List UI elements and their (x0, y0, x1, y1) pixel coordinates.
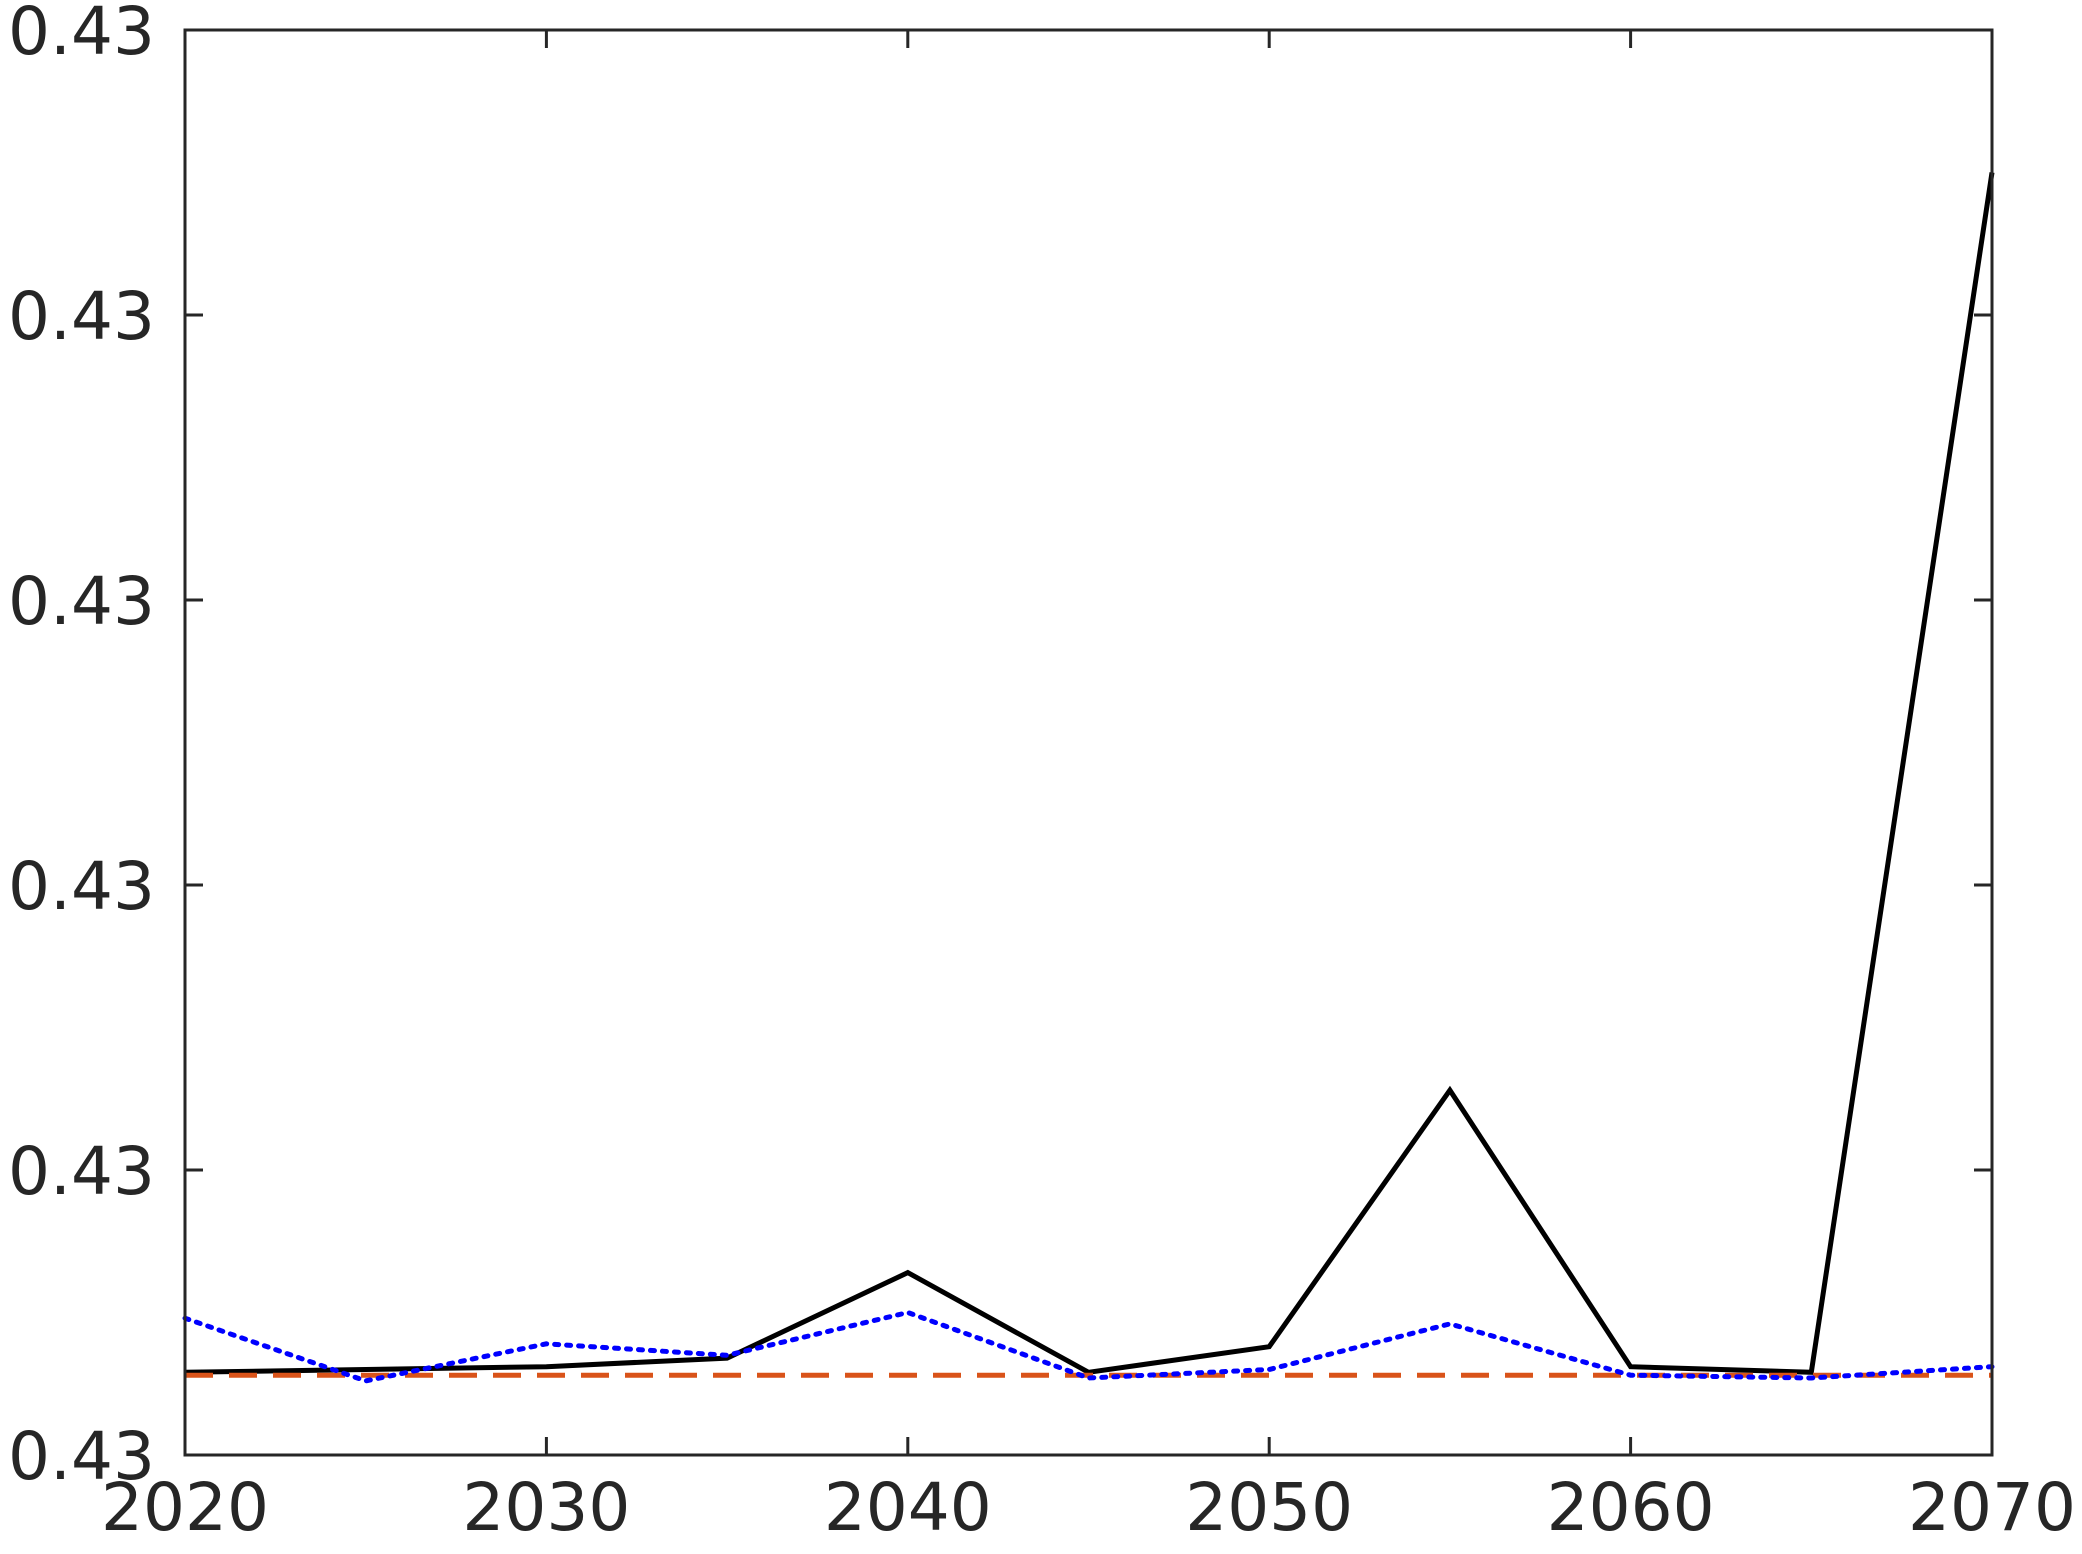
y-tick-label-4: 0.43 (8, 278, 155, 355)
series-line-2-dotted (182, 1309, 1995, 1384)
x-tick-label-2: 2040 (824, 1469, 992, 1546)
plot-area-frame (183, 28, 1994, 1457)
y-tick-label-0: 0.43 (8, 1418, 155, 1495)
x-tick-label-5: 2070 (1908, 1469, 2076, 1546)
x-tick-label-1: 2030 (462, 1469, 630, 1546)
y-tick-label-5: 0.43 (8, 0, 155, 70)
series-layer (182, 172, 1995, 1384)
y-tick-label-3: 0.43 (8, 563, 155, 640)
x-tick-label-3: 2050 (1185, 1469, 1353, 1546)
y-tick-labels: 0.43 0.43 0.43 0.43 0.43 0.43 (8, 0, 155, 1495)
x-tick-label-4: 2060 (1547, 1469, 1715, 1546)
y-tick-label-2: 0.43 (8, 848, 155, 925)
y-tick-label-1: 0.43 (8, 1133, 155, 1210)
x-tick-labels: 2020 2030 2040 2050 2060 2070 (101, 1469, 2076, 1546)
series-line-0-solid (184, 172, 1995, 1375)
x-tick-label-0: 2020 (101, 1469, 269, 1546)
